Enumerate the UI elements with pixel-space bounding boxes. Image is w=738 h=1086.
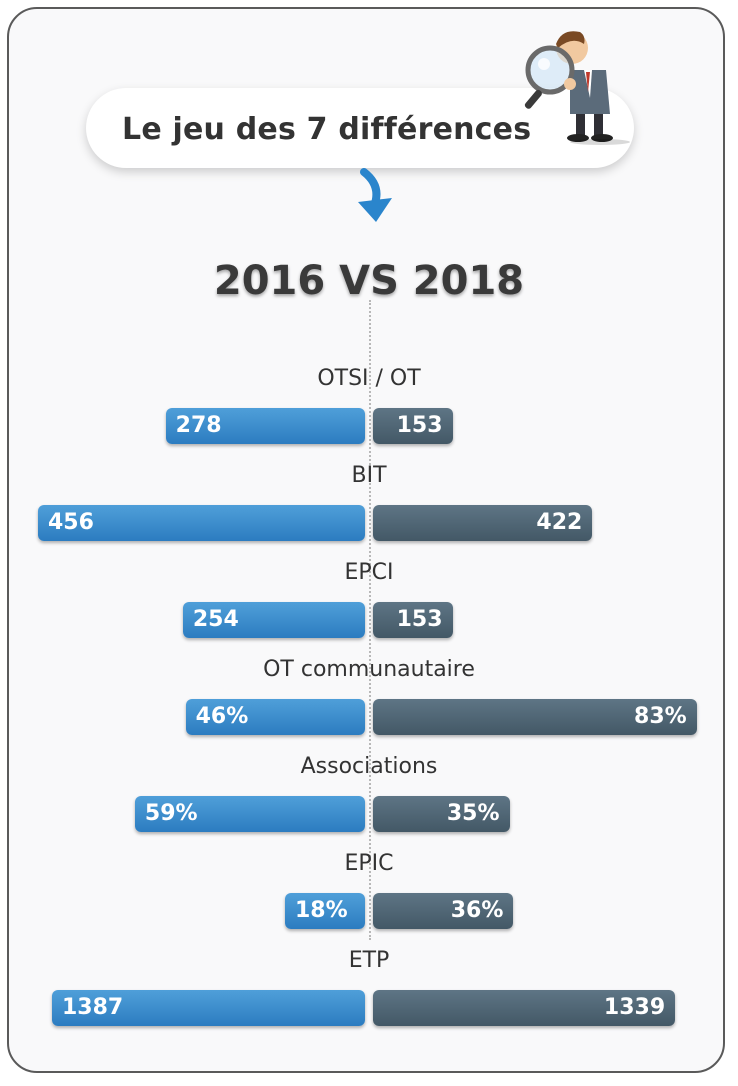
category-label: EPIC xyxy=(344,851,394,876)
bar-left: 456 xyxy=(38,505,365,541)
bar-value-label: 83% xyxy=(634,704,687,729)
category-label: ETP xyxy=(348,948,390,973)
category-label: BIT xyxy=(351,463,387,488)
bar-left: 18% xyxy=(285,893,365,929)
bar-left: 254 xyxy=(182,602,365,638)
bar-left: 46% xyxy=(185,699,365,735)
bar-right: 153 xyxy=(373,408,453,444)
bar-value-label: 1339 xyxy=(603,995,666,1020)
bar-value-label: 153 xyxy=(396,607,443,632)
bar-value-label: 153 xyxy=(396,413,443,438)
curved-arrow-down-icon xyxy=(358,168,392,222)
bar-left: 278 xyxy=(165,408,365,444)
bar-right: 83% xyxy=(373,699,697,735)
bar-value-label: 18% xyxy=(295,898,348,923)
bar-left: 59% xyxy=(134,796,365,832)
center-divider xyxy=(369,300,371,940)
bar-value-label: 422 xyxy=(536,510,583,535)
bar-right: 36% xyxy=(373,893,514,929)
bar-value-label: 278 xyxy=(175,413,222,438)
bar-value-label: 254 xyxy=(192,607,239,632)
bar-right: 153 xyxy=(373,602,453,638)
detective-magnifier-icon xyxy=(524,31,630,145)
bar-right: 422 xyxy=(373,505,593,541)
category-label: EPCI xyxy=(344,560,394,585)
bar-value-label: 35% xyxy=(446,801,500,826)
category-label: Associations xyxy=(300,754,438,779)
bar-left: 1387 xyxy=(52,990,365,1026)
comparison-title: 2016 VS 2018 xyxy=(213,258,525,304)
title-pill xyxy=(86,88,634,168)
bar-value-label: 46% xyxy=(195,704,249,729)
bar-right: 35% xyxy=(373,796,510,832)
bar-value-label: 59% xyxy=(144,801,198,826)
bar-value-label: 456 xyxy=(48,510,94,535)
page-title: Le jeu des 7 différences xyxy=(122,112,532,147)
bar-value-label: 36% xyxy=(450,898,504,923)
category-label: OTSI / OT xyxy=(317,366,421,391)
bar-value-label: 1387 xyxy=(62,995,124,1020)
bar-right: 1339 xyxy=(373,990,676,1026)
category-label: OT communautaire xyxy=(263,657,475,682)
